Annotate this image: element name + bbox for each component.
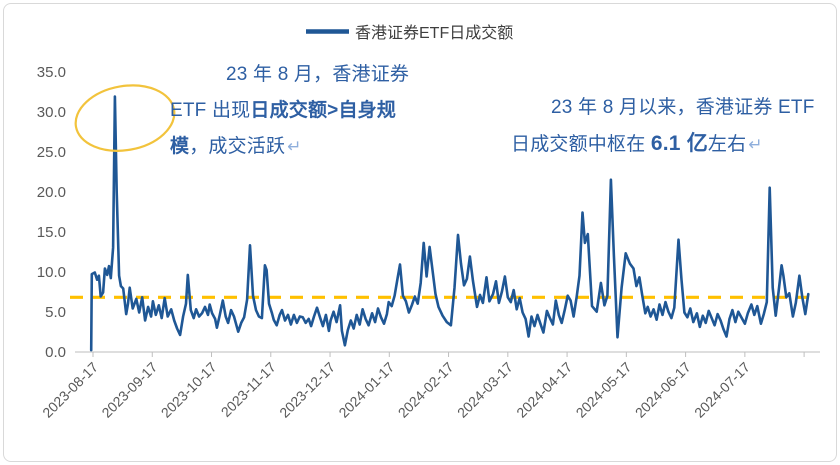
return-mark-icon: ↵ — [748, 135, 763, 154]
x-tick-label: 2023-08-17 — [39, 359, 101, 421]
y-axis-labels: 0.0 5.0 10.0 15.0 20.0 25.0 30.0 35.0 — [37, 64, 66, 361]
x-tick-label: 2023-09-17 — [98, 359, 160, 421]
y-tick-label: 0.0 — [45, 344, 66, 361]
x-tick-label: 2024-01-17 — [335, 359, 397, 421]
y-tick-label: 5.0 — [45, 304, 66, 321]
x-tick-label: 2024-07-17 — [691, 359, 753, 421]
x-tick-label: 2024-04-17 — [513, 359, 575, 421]
annotation-text: ，成交活跃 — [189, 136, 286, 157]
legend: 香港证券ETF日成交额 — [306, 24, 513, 42]
annotation-right-line1: 23 年 8 月以来，香港证券 ETF — [511, 90, 826, 126]
x-tick-label: 2023-10-17 — [158, 359, 220, 421]
annotation-text-bold: 日成交额>自身规 — [250, 100, 397, 121]
annotation-text: 23 年 8 月以来，香港证券 ETF — [551, 97, 815, 118]
y-tick-label: 35.0 — [37, 64, 66, 81]
annotation-text: ETF 出现 — [170, 100, 251, 121]
x-tick-label: 2023-11-17 — [218, 359, 279, 420]
annotation-left-line1: 23 年 8 月，香港证券 — [170, 57, 445, 93]
x-axis-labels: 2023-08-172023-09-172023-10-172023-11-17… — [39, 352, 805, 421]
y-tick-label: 30.0 — [37, 104, 66, 121]
highlight-ellipse — [74, 84, 176, 152]
annotation-text-bold: 模 — [170, 136, 190, 157]
y-tick-label: 20.0 — [37, 184, 66, 201]
x-tick-label: 2024-03-17 — [454, 359, 516, 421]
y-tick-label: 10.0 — [37, 264, 66, 281]
return-mark-icon: ↵ — [287, 137, 302, 156]
annotation-text: 左右 — [707, 134, 747, 155]
annotation-left: 23 年 8 月，香港证券 ETF 出现日成交额>自身规 模，成交活跃 ↵ — [170, 57, 445, 165]
series-line — [89, 95, 810, 352]
x-tick-label: 2024-06-17 — [632, 359, 694, 421]
annotation-left-line2: ETF 出现日成交额>自身规 — [170, 93, 445, 129]
annotation-left-line3: 模，成交活跃 ↵ — [170, 129, 445, 165]
legend-label: 香港证券ETF日成交额 — [355, 24, 513, 42]
annotation-text: 日成交额中枢在 — [511, 134, 651, 155]
y-tick-label: 15.0 — [37, 224, 66, 241]
y-tick-label: 25.0 — [37, 144, 66, 161]
x-tick-label: 2023-12-17 — [276, 359, 338, 421]
annotation-right-line2: 日成交额中枢在 6.1 亿左右 ↵ — [511, 126, 826, 163]
annotation-right: 23 年 8 月以来，香港证券 ETF 日成交额中枢在 6.1 亿左右 ↵ — [511, 90, 826, 163]
annotation-text-bold: 6.1 亿 — [650, 132, 708, 155]
x-tick-label: 2024-02-17 — [395, 359, 457, 421]
x-tick-label: 2024-05-17 — [573, 359, 635, 421]
annotation-text: 23 年 8 月，香港证券 — [226, 64, 410, 85]
